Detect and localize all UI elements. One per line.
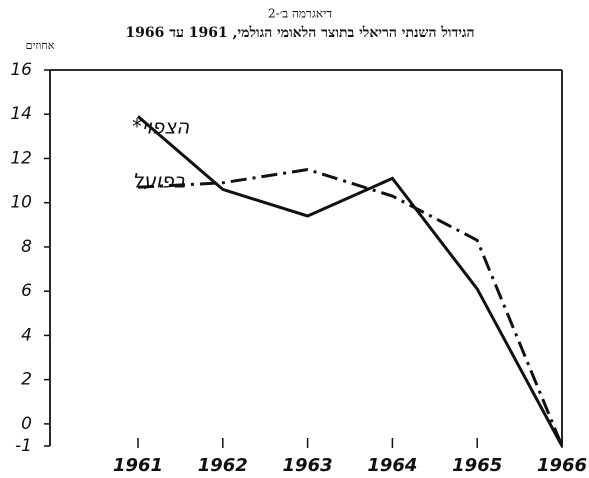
y-axis-label: אחוזים: [26, 39, 55, 52]
y-tick-label: 6: [21, 281, 32, 301]
y-tick-label: 12: [10, 148, 32, 168]
y-tick-label: 14: [10, 104, 32, 124]
legend-label: בפועל: [132, 169, 185, 193]
y-tick-label: 8: [21, 237, 32, 257]
y-tick-label: 2: [21, 370, 32, 390]
x-tick-label: 1961: [113, 455, 163, 476]
x-tick-label: 1966: [537, 455, 587, 476]
legend-label: הצפוי*: [132, 115, 189, 139]
x-tick-label: 1964: [367, 455, 417, 476]
series-line: [137, 115, 564, 447]
y-tick-label: 10: [10, 193, 32, 213]
y-tick-label: 4: [21, 325, 32, 345]
frame: [49, 69, 563, 446]
y-tick-label: -1: [15, 436, 32, 456]
series-line: [137, 167, 564, 447]
y-tick-label: 16: [10, 60, 32, 80]
chart-title: הגידול השנתי הריאלי בתוצר הלאומי הגולמי,…: [125, 25, 474, 41]
chart-label: דיאגרמה ב׳-2: [268, 7, 332, 21]
x-tick-label: 1963: [283, 455, 333, 476]
y-tick-label: 0: [21, 414, 32, 434]
x-tick-label: 1965: [452, 455, 502, 476]
x-tick-label: 1962: [198, 455, 248, 476]
